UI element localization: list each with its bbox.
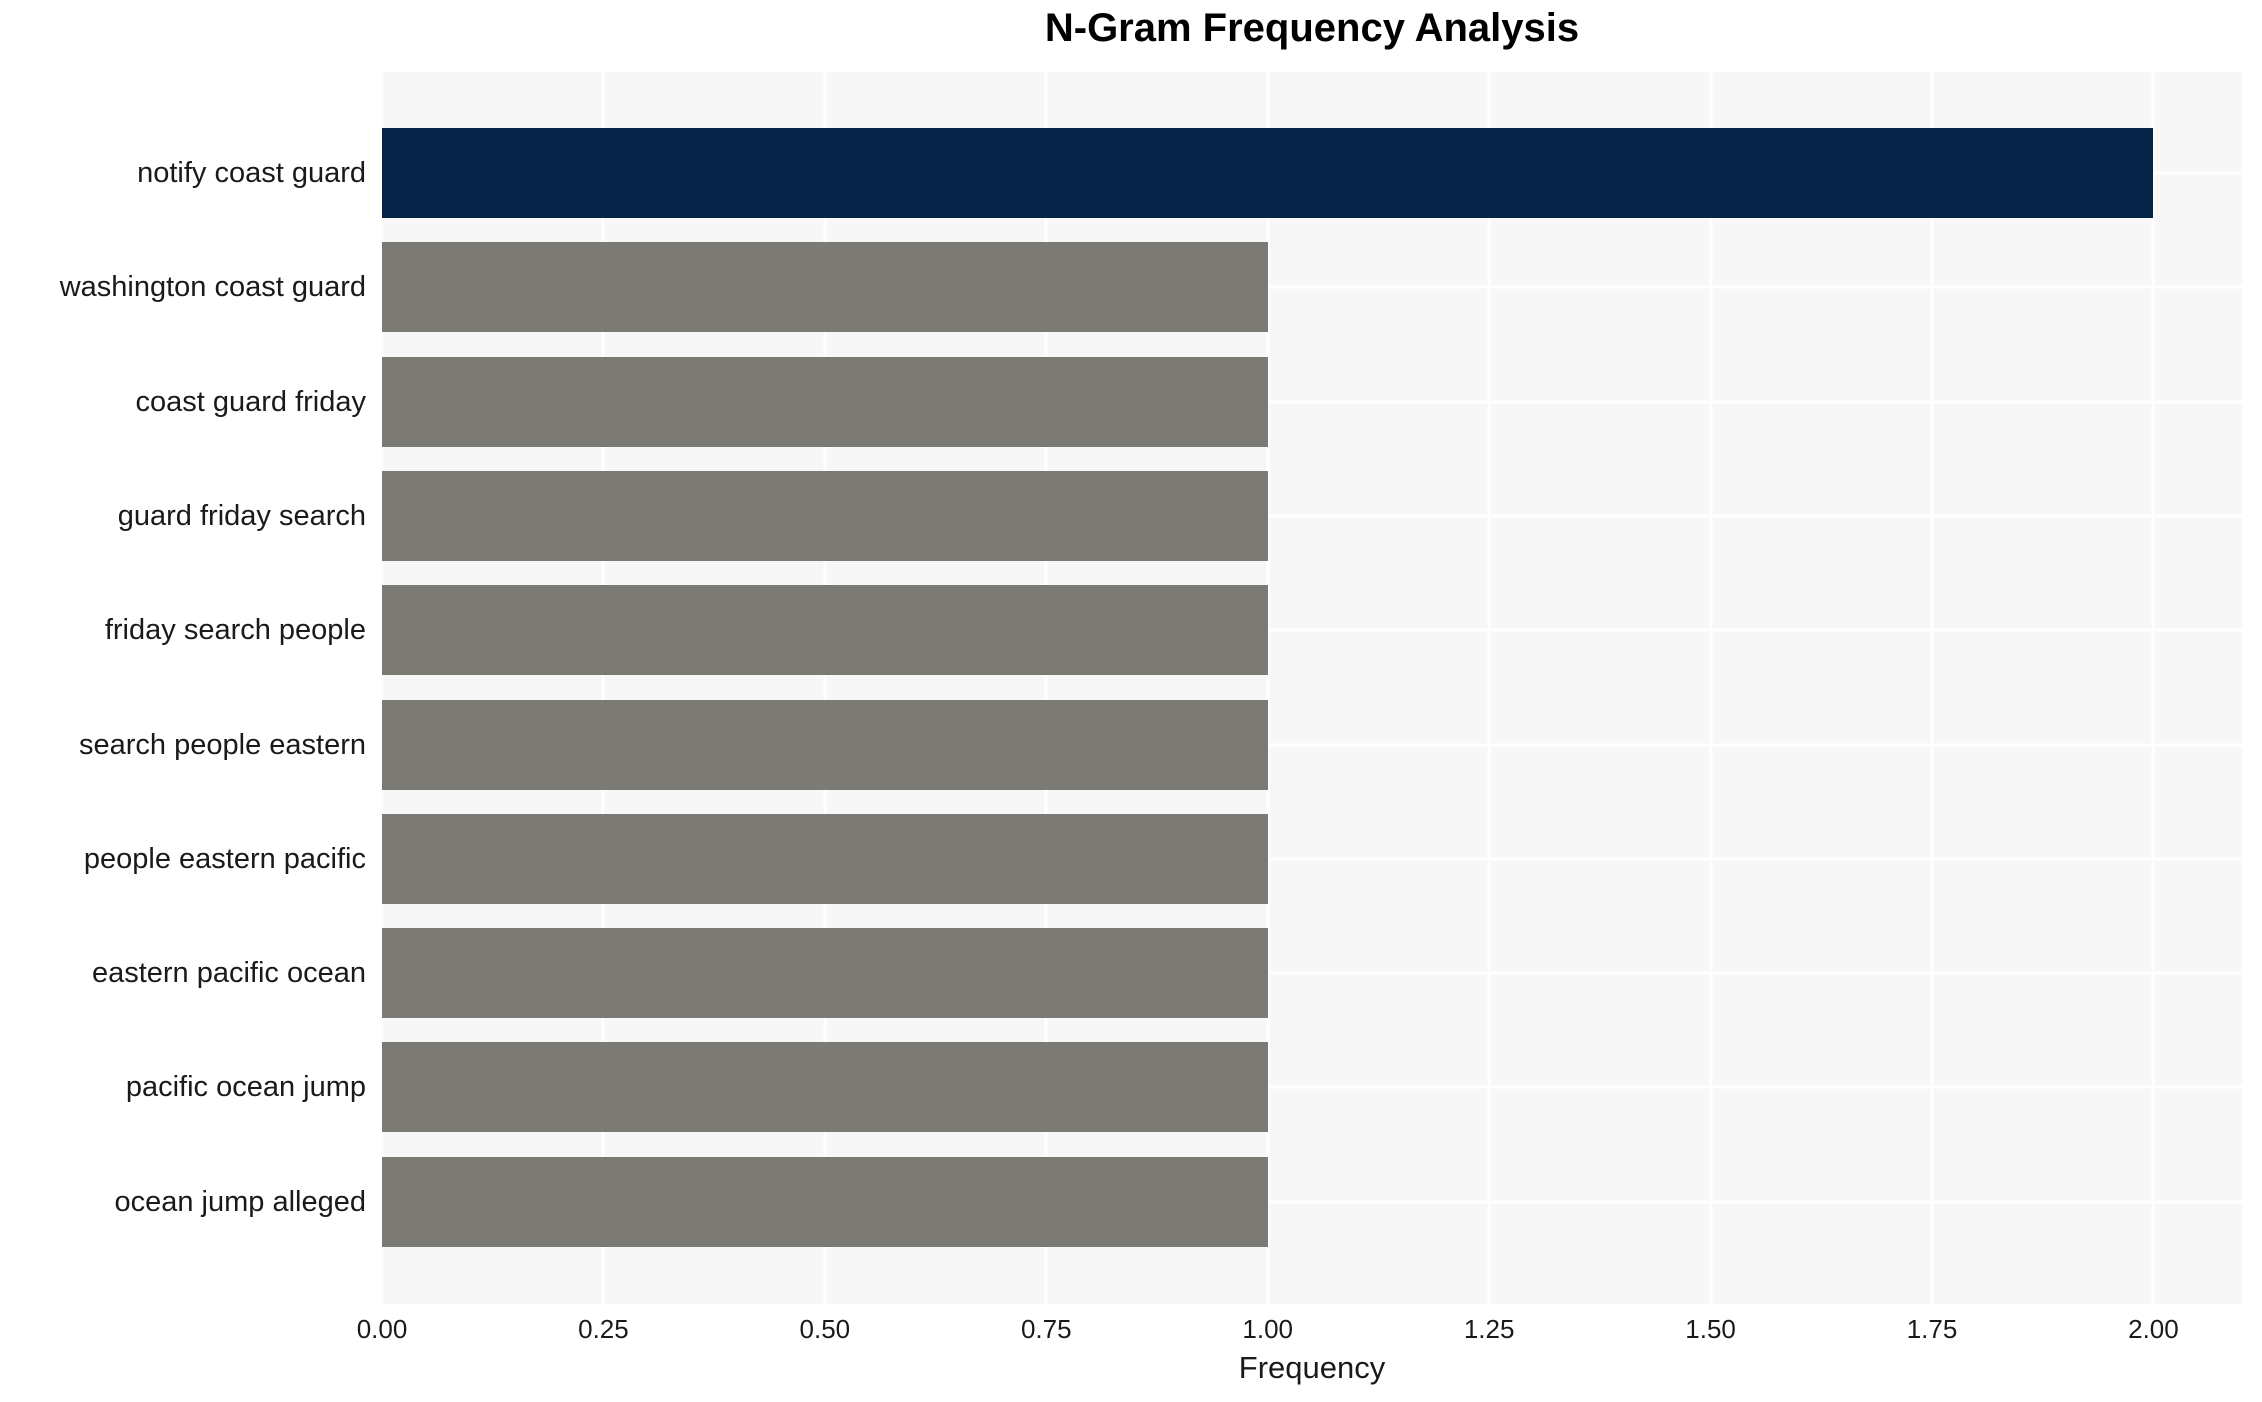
y-tick-label: friday search people <box>104 614 366 647</box>
bar-ocean-jump-alleged <box>382 1156 1268 1247</box>
x-tick-label: 0.75 <box>1020 1314 1072 1344</box>
x-tick-label: 1.25 <box>1463 1314 1515 1344</box>
bar-guard-friday-search <box>382 470 1268 561</box>
plot-area <box>380 72 2242 1304</box>
y-tick-label: coast guard friday <box>135 385 366 418</box>
x-tick-label: 0.25 <box>578 1314 629 1344</box>
y-tick-label: search people eastern <box>79 728 366 761</box>
gridline-vertical <box>823 72 827 1304</box>
gridline-horizontal <box>382 1200 2242 1204</box>
gridline-vertical <box>601 72 605 1304</box>
x-tick-label: 2.00 <box>2128 1314 2179 1344</box>
bar-notify-coast-guard <box>382 128 2154 218</box>
gridline-vertical <box>1266 72 1270 1304</box>
y-tick-label: ocean jump alleged <box>114 1185 366 1218</box>
gridline-vertical <box>1044 72 1048 1304</box>
y-tick-label: notify coast guard <box>137 157 366 189</box>
gridline-horizontal <box>382 857 2242 861</box>
gridline-horizontal <box>382 285 2242 289</box>
gridline-horizontal <box>382 628 2242 632</box>
gridline-vertical <box>380 72 384 1304</box>
gridline-vertical <box>1930 72 1934 1304</box>
x-tick-label: 0.00 <box>356 1314 408 1344</box>
bar-washington-coast-guard <box>382 242 1268 333</box>
gridline-horizontal <box>382 514 2242 518</box>
bar-search-people-eastern <box>382 699 1268 790</box>
gridline-vertical <box>1487 72 1491 1304</box>
y-tick-label: guard friday search <box>117 499 366 532</box>
x-tick-label: 1.00 <box>1242 1314 1294 1344</box>
gridline-horizontal <box>382 971 2242 975</box>
gridline-horizontal <box>382 1085 2242 1089</box>
bar-people-eastern-pacific <box>382 813 1268 904</box>
chart-title: N-Gram Frequency Analysis <box>1044 6 1580 50</box>
bar-eastern-pacific-ocean <box>382 928 1268 1019</box>
x-tick-label: 1.50 <box>1685 1314 1736 1344</box>
x-tick-label: 1.75 <box>1906 1314 1958 1344</box>
gridline-vertical <box>1709 72 1713 1304</box>
y-tick-label: pacific ocean jump <box>125 1071 366 1104</box>
gridline-horizontal <box>382 400 2242 404</box>
y-tick-label: eastern pacific ocean <box>91 957 366 990</box>
y-tick-label: washington coast guard <box>59 271 366 304</box>
bar-coast-guard-friday <box>382 356 1268 447</box>
bar-pacific-ocean-jump <box>382 1042 1268 1133</box>
gridline-horizontal <box>382 743 2242 746</box>
x-axis-title: Frequency <box>1238 1350 1386 1385</box>
x-tick-label: 0.50 <box>799 1314 851 1344</box>
bar-friday-search-people <box>382 585 1268 676</box>
y-tick-label: people eastern pacific <box>83 842 366 875</box>
gridline-vertical <box>2151 72 2155 1304</box>
